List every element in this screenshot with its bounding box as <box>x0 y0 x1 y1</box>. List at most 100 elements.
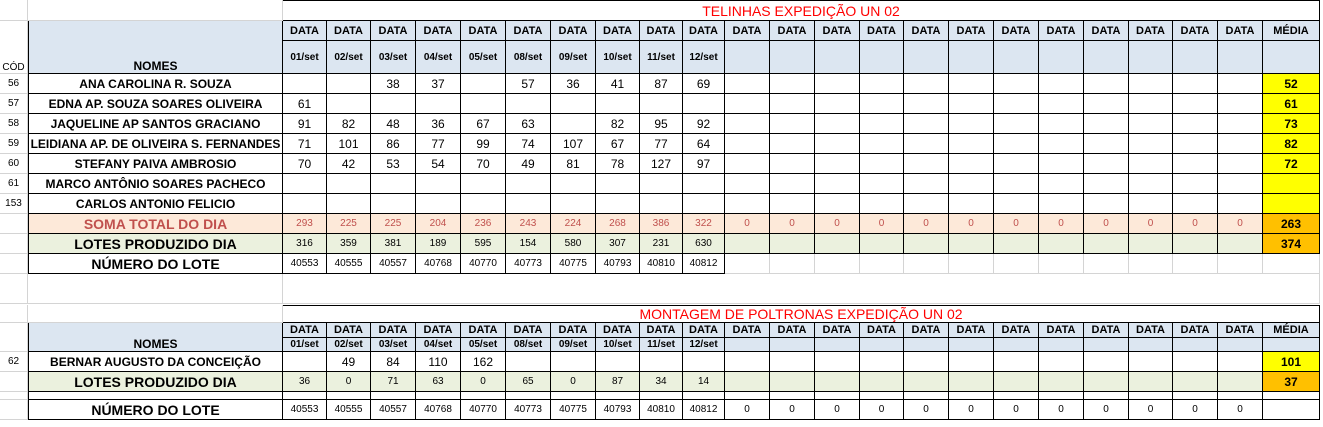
date-header[interactable]: 11/set <box>640 338 683 352</box>
empty-value[interactable] <box>815 74 860 94</box>
lotes-empty[interactable] <box>904 372 949 392</box>
empty-value[interactable] <box>815 114 860 134</box>
blank-cell[interactable] <box>28 274 283 304</box>
empty-value[interactable] <box>770 174 815 194</box>
empty-value[interactable] <box>949 174 994 194</box>
lotes-empty[interactable] <box>770 234 815 254</box>
soma-zero[interactable]: 0 <box>815 214 860 234</box>
blank-cell[interactable] <box>904 392 949 400</box>
empty-value[interactable] <box>1173 134 1218 154</box>
media-subheader[interactable] <box>1263 338 1320 352</box>
empty-value[interactable] <box>1039 174 1084 194</box>
date-header-empty[interactable] <box>1218 338 1263 352</box>
numero-value[interactable]: 40768 <box>416 254 461 274</box>
numero-value[interactable]: 40555 <box>327 400 371 420</box>
production-value[interactable]: 78 <box>596 154 640 174</box>
media-subheader[interactable] <box>1263 41 1320 74</box>
empty-value[interactable] <box>949 154 994 174</box>
empty-value[interactable] <box>904 352 949 372</box>
employee-name[interactable]: ANA CAROLINA R. SOUZA <box>28 74 283 94</box>
lotes-empty[interactable] <box>1173 372 1218 392</box>
soma-zero[interactable]: 0 <box>725 214 770 234</box>
empty-value[interactable] <box>1173 174 1218 194</box>
empty-value[interactable] <box>725 94 770 114</box>
numero-value[interactable]: 40810 <box>640 400 683 420</box>
soma-zero[interactable]: 0 <box>1129 214 1173 234</box>
production-value[interactable] <box>640 94 683 114</box>
employee-name[interactable]: CARLOS ANTONIO FELICIO <box>28 194 283 214</box>
nomes-header[interactable]: NOMES <box>28 323 283 352</box>
blank-cell[interactable] <box>1263 254 1320 274</box>
lotes-value[interactable]: 316 <box>283 234 327 254</box>
data-header[interactable]: DATA <box>327 21 371 41</box>
blank-cell[interactable] <box>551 392 596 400</box>
data-header[interactable]: DATA <box>994 21 1039 41</box>
data-header[interactable]: DATA <box>461 21 506 41</box>
empty-value[interactable] <box>904 194 949 214</box>
blank-cell[interactable] <box>1263 392 1320 400</box>
data-header[interactable]: DATA <box>1173 323 1218 338</box>
empty-value[interactable] <box>904 74 949 94</box>
blank-cell[interactable] <box>283 392 327 400</box>
soma-zero[interactable]: 0 <box>860 214 904 234</box>
blank-cell[interactable] <box>815 254 860 274</box>
empty-value[interactable] <box>994 154 1039 174</box>
empty-value[interactable] <box>1039 134 1084 154</box>
data-header[interactable]: DATA <box>1218 323 1263 338</box>
numero-value[interactable]: 40775 <box>551 254 596 274</box>
empty-value[interactable] <box>1218 134 1263 154</box>
numero-zero[interactable]: 0 <box>1218 400 1263 420</box>
data-header[interactable]: DATA <box>551 323 596 338</box>
production-value[interactable] <box>551 194 596 214</box>
date-header-empty[interactable] <box>1173 41 1218 74</box>
numero-value[interactable]: 40775 <box>551 400 596 420</box>
date-header-empty[interactable] <box>725 41 770 74</box>
production-value[interactable]: 110 <box>416 352 461 372</box>
lotes-empty[interactable] <box>949 234 994 254</box>
data-header[interactable]: DATA <box>860 21 904 41</box>
lotes-empty[interactable] <box>815 372 860 392</box>
data-header[interactable]: DATA <box>371 21 416 41</box>
production-value[interactable] <box>683 94 725 114</box>
date-header-empty[interactable] <box>725 338 770 352</box>
blank-cell[interactable] <box>640 392 683 400</box>
empty-value[interactable] <box>725 174 770 194</box>
empty-value[interactable] <box>725 352 770 372</box>
data-header[interactable]: DATA <box>815 21 860 41</box>
empty-value[interactable] <box>994 134 1039 154</box>
empty-value[interactable] <box>860 194 904 214</box>
lotes-value[interactable]: 381 <box>371 234 416 254</box>
date-header-empty[interactable] <box>1129 338 1173 352</box>
empty-value[interactable] <box>815 174 860 194</box>
production-value[interactable]: 91 <box>283 114 327 134</box>
empty-value[interactable] <box>994 94 1039 114</box>
empty-value[interactable] <box>1173 194 1218 214</box>
data-header[interactable]: DATA <box>640 323 683 338</box>
empty-value[interactable] <box>949 194 994 214</box>
empty-value[interactable] <box>860 74 904 94</box>
production-value[interactable] <box>416 94 461 114</box>
production-value[interactable]: 99 <box>461 134 506 154</box>
empty-value[interactable] <box>1218 154 1263 174</box>
production-value[interactable]: 95 <box>640 114 683 134</box>
lotes-value[interactable]: 34 <box>640 372 683 392</box>
blank-cell[interactable] <box>0 234 28 254</box>
empty-value[interactable] <box>860 174 904 194</box>
production-value[interactable]: 49 <box>327 352 371 372</box>
blank-cell[interactable] <box>0 305 28 323</box>
soma-zero[interactable]: 0 <box>1218 214 1263 234</box>
empty-value[interactable] <box>1218 94 1263 114</box>
production-value[interactable]: 70 <box>461 154 506 174</box>
lotes-empty[interactable] <box>725 372 770 392</box>
blank-cell[interactable] <box>28 0 283 21</box>
production-value[interactable] <box>461 174 506 194</box>
soma-media[interactable]: 263 <box>1263 214 1320 234</box>
data-header[interactable]: DATA <box>1129 21 1173 41</box>
blank-cell[interactable] <box>994 392 1039 400</box>
empty-value[interactable] <box>1084 174 1129 194</box>
lotes-empty[interactable] <box>904 234 949 254</box>
empty-value[interactable] <box>1084 134 1129 154</box>
date-header[interactable]: 10/set <box>596 41 640 74</box>
empty-value[interactable] <box>1129 154 1173 174</box>
cod-header[interactable] <box>0 323 28 352</box>
